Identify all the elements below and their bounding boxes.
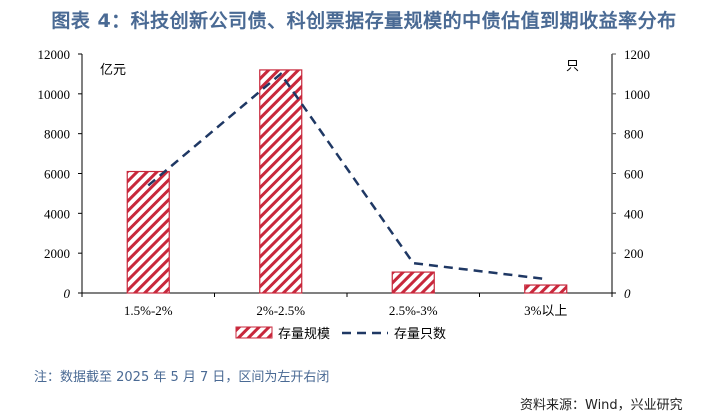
left-tick-label: 2000 <box>44 246 70 261</box>
left-tick-label: 10000 <box>38 87 71 102</box>
right-unit-label: 只 <box>566 58 579 73</box>
right-tick-label: 200 <box>624 246 644 261</box>
left-unit-label: 亿元 <box>100 62 126 77</box>
right-tick-label: 400 <box>624 206 644 221</box>
x-tick-label: 3%以上 <box>524 303 567 318</box>
left-tick-label: 0 <box>64 286 71 301</box>
right-tick-label: 1200 <box>624 47 650 62</box>
right-tick-label: 600 <box>624 167 644 182</box>
source-text: 资料来源：Wind，兴业研究 <box>520 398 683 413</box>
x-tick-label: 2.5%-3% <box>389 303 438 318</box>
bar <box>126 170 170 294</box>
count-line <box>147 72 546 281</box>
combo-chart: 0 2000 4000 6000 8000 10000 12000 0 200 400 600 800… <box>38 47 651 341</box>
right-tick-label: 1000 <box>624 87 650 102</box>
right-tick-label: 0 <box>624 286 631 301</box>
chart-title: 图表 4：科技创新公司债、科创票据存量规模的中债估值到期收益率分布 <box>51 10 677 32</box>
x-tick-label: 1.5%-2% <box>124 303 173 318</box>
bar <box>259 69 303 294</box>
bar <box>391 271 435 294</box>
footnote: 注：数据截至 2025 年 5 月 7 日，区间为左开右闭 <box>34 370 330 385</box>
left-tick-label: 8000 <box>44 127 70 142</box>
bar <box>524 284 568 294</box>
right-tick-label: 800 <box>624 127 644 142</box>
x-tick-label: 2%-2.5% <box>256 303 305 318</box>
legend-bar-swatch <box>235 326 273 339</box>
left-tick-label: 6000 <box>44 167 70 182</box>
left-tick-label: 4000 <box>44 206 70 221</box>
left-tick-label: 12000 <box>38 47 71 62</box>
legend-line-label: 存量只数 <box>394 326 446 341</box>
legend-bar-label: 存量规模 <box>278 326 330 341</box>
